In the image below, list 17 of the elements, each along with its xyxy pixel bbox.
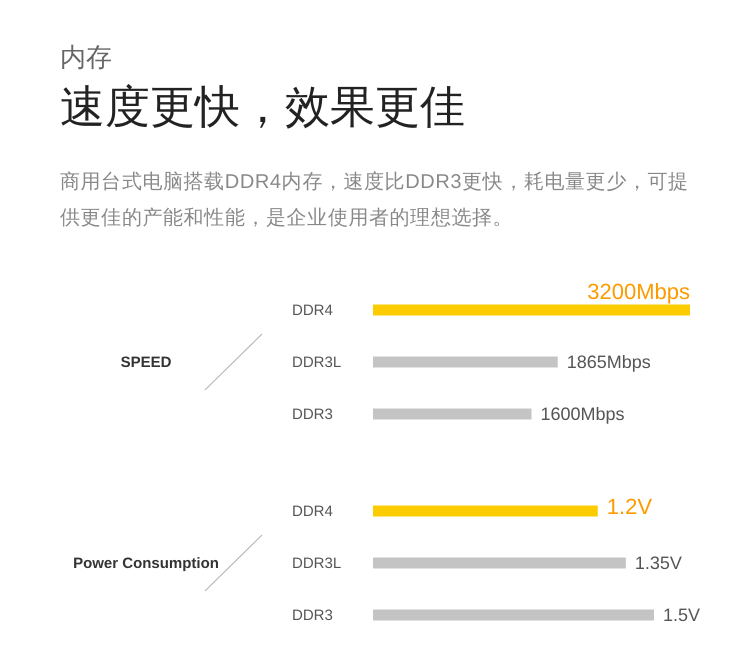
- text: 速度更快，效果更佳: [60, 81, 465, 132]
- data-label: 1.5V: [662, 605, 700, 625]
- y-tick-label: DDR3L: [292, 354, 342, 371]
- data-label: 1600Mbps: [540, 404, 625, 424]
- data-label: 1.2V: [606, 494, 652, 519]
- text: 商用台式电脑搭载DDR4内存，速度比DDR3更快，耗电量更少，可提供更佳的产能和性能，是企业使用者的理想选择。: [60, 171, 689, 229]
- y-tick-label: DDR3: [292, 607, 333, 624]
- y-tick-label: DDR4: [292, 503, 333, 520]
- data-label: 1865Mbps: [566, 352, 651, 372]
- y-tick-label: DDR3L: [292, 555, 342, 572]
- y-axis-title: Power Consumption: [73, 555, 219, 572]
- y-axis-title: SPEED: [120, 354, 172, 371]
- y-tick-label: DDR3: [292, 406, 333, 423]
- data-label: 1.35V: [634, 553, 682, 573]
- y-tick-label: DDR4: [292, 302, 333, 319]
- text: 内存: [60, 42, 112, 72]
- data-label: 3200Mbps: [587, 279, 690, 304]
